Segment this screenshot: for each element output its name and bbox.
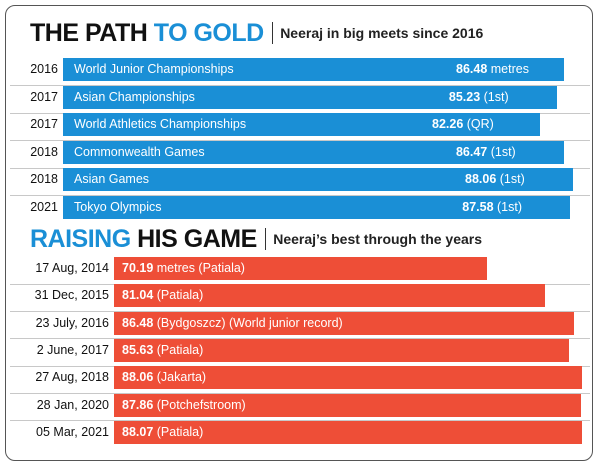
bar xyxy=(114,393,581,417)
value-number: 88.07 xyxy=(122,424,154,439)
chart-row: 23 July, 2016 86.48 (Bydgoszcz) (World ju… xyxy=(0,311,600,340)
gold-title-part1: THE PATH xyxy=(30,19,154,47)
value-label: 88.07 (Patiala) xyxy=(122,421,203,444)
row-divider xyxy=(10,392,590,394)
gold-title-part2: TO GOLD xyxy=(153,19,264,47)
bar xyxy=(63,58,564,81)
value-number: 86.47 xyxy=(455,144,488,159)
chart-row: 28 Jan, 2020 87.86 (Potchefstroom) xyxy=(0,393,600,422)
value-number: 88.06 xyxy=(465,172,497,186)
chart-row: 2018 Asian Games 88.06 (1st) xyxy=(0,168,600,196)
game-title-part2: HIS GAME xyxy=(137,225,257,253)
chart-row: 27 Aug, 2018 88.06 (Jakarta) xyxy=(0,366,600,394)
bar xyxy=(114,257,487,280)
value-label: 87.58 (1st) xyxy=(462,196,562,219)
category-label: 2 June, 2017 xyxy=(36,342,109,357)
value-note: (1st) xyxy=(496,172,525,186)
bar xyxy=(63,85,557,109)
category-label: 31 Dec, 2015 xyxy=(34,288,109,303)
chart-row: 2017 Asian Championships 85.23 (1st) xyxy=(0,85,600,114)
game-subtitle: Neeraj’s best through the years xyxy=(273,231,483,247)
value-note: (Bydgoszcz) (World junior record) xyxy=(153,315,343,330)
chart-row: 2021 Tokyo Olympics 87.58 (1st) xyxy=(0,195,600,219)
bar xyxy=(63,113,540,136)
category-label: 27 Aug, 2018 xyxy=(35,370,109,385)
event-label: Asian Championships xyxy=(74,89,195,104)
value-number: 81.04 xyxy=(122,288,154,303)
value-note: (1st) xyxy=(480,89,509,104)
value-label: 88.06 (Jakarta) xyxy=(122,366,206,389)
chart-row: 2 June, 2017 85.63 (Patiala) xyxy=(0,338,600,367)
value-number: 88.06 xyxy=(122,370,154,385)
value-label: 86.48 (Bydgoszcz) (World junior record) xyxy=(122,312,343,335)
value-number: 87.58 xyxy=(462,199,494,214)
category-label: 2021 xyxy=(30,199,58,214)
category-label: 2018 xyxy=(30,144,58,159)
value-note: metres xyxy=(487,62,529,76)
value-label: 85.63 (Patiala) xyxy=(122,339,203,362)
value-number: 70.19 xyxy=(122,261,154,275)
value-note: (Patiala) xyxy=(153,288,204,303)
value-note: metres (Patiala) xyxy=(153,261,245,275)
value-note: (1st) xyxy=(493,199,523,214)
category-label: 2018 xyxy=(30,172,58,186)
value-number: 85.23 xyxy=(448,89,481,104)
value-label: 86.48 metres xyxy=(456,58,556,81)
value-number: 86.48 xyxy=(456,62,488,76)
bar xyxy=(63,195,571,219)
value-note: (QR) xyxy=(463,117,494,131)
bar xyxy=(114,420,582,444)
value-note: (Jakarta) xyxy=(153,370,207,385)
gold-title-divider xyxy=(271,22,274,44)
chart-row: 17 Aug, 2014 70.19 metres (Patiala) xyxy=(0,257,600,285)
gold-header: THE PATH TO GOLD Neeraj in big meets sin… xyxy=(30,18,483,48)
category-label: 2017 xyxy=(30,117,58,131)
value-label: 86.47 (1st) xyxy=(456,141,556,164)
bar xyxy=(63,140,564,164)
category-label: 23 July, 2016 xyxy=(35,315,109,330)
category-label: 05 Mar, 2021 xyxy=(36,424,109,439)
game-title-part1: RAISING xyxy=(30,225,138,253)
chart-row: 2016 World Junior Championships 86.48 metr… xyxy=(0,58,600,86)
value-number: 87.86 xyxy=(122,397,154,412)
category-label: 2016 xyxy=(30,62,58,76)
value-label: 88.06 (1st) xyxy=(465,168,565,191)
category-label: 2017 xyxy=(30,89,58,104)
value-note: (Potchefstroom) xyxy=(153,397,246,412)
event-label: Asian Games xyxy=(74,172,150,186)
value-number: 85.63 xyxy=(122,342,154,357)
value-label: 70.19 metres (Patiala) xyxy=(122,257,245,280)
bar xyxy=(63,168,573,191)
event-label: Tokyo Olympics xyxy=(74,199,162,214)
value-label: 87.86 (Potchefstroom) xyxy=(122,394,246,417)
chart-row: 31 Dec, 2015 81.04 (Patiala) xyxy=(0,284,600,313)
chart-row: 2017 World Athletics Championships 82.26 (… xyxy=(0,113,600,141)
value-label: 82.26 (QR) xyxy=(432,113,532,136)
value-number: 86.48 xyxy=(122,315,154,330)
bar xyxy=(114,311,574,335)
game-header: RAISING HIS GAME Neeraj’s best through t… xyxy=(30,224,482,254)
value-label: 81.04 (Patiala) xyxy=(122,284,203,307)
bar xyxy=(114,338,570,362)
bar xyxy=(114,284,545,308)
value-note: (Patiala) xyxy=(153,342,204,357)
chart-row: 05 Mar, 2021 88.07 (Patiala) xyxy=(0,420,600,444)
value-label: 85.23 (1st) xyxy=(449,86,549,109)
value-number: 82.26 xyxy=(432,117,464,131)
event-label: Commonwealth Games xyxy=(74,144,205,159)
category-label: 17 Aug, 2014 xyxy=(35,261,109,275)
event-label: World Junior Championships xyxy=(74,62,234,76)
gold-subtitle: Neeraj in big meets since 2016 xyxy=(280,25,484,41)
value-note: (1st) xyxy=(487,144,516,159)
event-label: World Athletics Championships xyxy=(74,117,247,131)
value-note: (Patiala) xyxy=(153,424,204,439)
game-title-divider xyxy=(264,228,267,250)
category-label: 28 Jan, 2020 xyxy=(36,397,109,412)
chart-row: 2018 Commonwealth Games 86.47 (1st) xyxy=(0,140,600,169)
bar xyxy=(114,366,582,390)
